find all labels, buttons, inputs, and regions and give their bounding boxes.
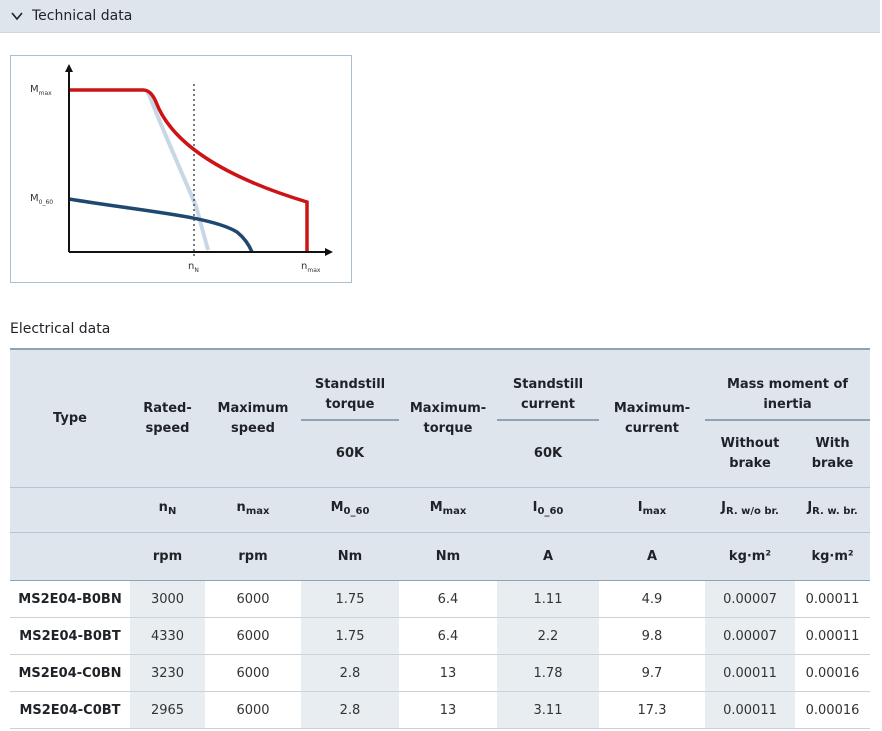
symbol-Jw: JR. w. br.	[795, 487, 871, 533]
value-cell: 13	[399, 654, 497, 692]
value-cell: 3230	[130, 654, 205, 692]
unit-cell: A	[497, 532, 599, 581]
value-cell: 1.75	[301, 580, 399, 618]
x-axis-arrow	[325, 248, 333, 256]
unit-cell: Nm	[301, 532, 399, 581]
value-cell: 0.00011	[795, 580, 871, 618]
x-label-max: nmax	[301, 261, 321, 274]
table-row: MS2E04-C0BT 2965 6000 2.8 13 3.11 17.3 0…	[10, 691, 871, 729]
unit-row: rpm rpm Nm Nm A A kg·m² kg·m²	[10, 532, 871, 581]
unit-cell: rpm	[205, 532, 301, 581]
value-cell: 4330	[130, 617, 205, 655]
header-rated-speed: Rated- speed	[130, 348, 205, 488]
accordion-title: Technical data	[32, 8, 133, 24]
value-cell: 1.75	[301, 617, 399, 655]
torque-speed-diagram: Mmax M0_60 nN nmax	[30, 64, 333, 274]
value-cell: 2.2	[497, 617, 599, 655]
symbol-nmax: nmax	[205, 487, 301, 533]
torque-speed-chart: Mmax M0_60 nN nmax	[10, 55, 352, 283]
header-max-current: Maximum- current	[599, 348, 705, 488]
symbol-empty	[10, 487, 130, 533]
electrical-data-table: Type Rated- speed Maximum speed Standsti…	[10, 348, 871, 729]
value-cell: 0.00011	[705, 691, 795, 729]
unit-cell: kg·m²	[705, 532, 795, 581]
x-label-rated: nN	[188, 261, 199, 274]
y-label-max: Mmax	[30, 84, 52, 97]
value-cell: 0.00007	[705, 617, 795, 655]
value-cell: 17.3	[599, 691, 705, 729]
value-cell: 6000	[205, 617, 301, 655]
voltage-limit-curve	[146, 91, 210, 251]
unit-cell: A	[599, 532, 705, 581]
symbol-row: nN nmax M0_60 Mmax I0_60 Imax JR. w/o br…	[10, 487, 871, 533]
unit-cell: rpm	[130, 532, 205, 581]
type-cell: MS2E04-C0BN	[10, 654, 130, 692]
unit-cell: Nm	[399, 532, 497, 581]
table-row: MS2E04-C0BN 3230 6000 2.8 13 1.78 9.7 0.…	[10, 654, 871, 692]
max-torque-curve	[69, 88, 309, 252]
header-max-torque: Maximum- torque	[399, 348, 497, 488]
y-axis-arrow	[65, 64, 73, 72]
header-without-brake: Without brake	[705, 420, 795, 488]
header-with-brake: With brake	[795, 420, 871, 488]
unit-empty	[10, 532, 130, 581]
value-cell: 2965	[130, 691, 205, 729]
electrical-data-title: Electrical data	[10, 321, 111, 337]
value-cell: 0.00016	[795, 691, 871, 729]
value-cell: 13	[399, 691, 497, 729]
value-cell: 6.4	[399, 617, 497, 655]
symbol-Imax: Imax	[599, 487, 705, 533]
symbol-Jwo: JR. w/o br.	[705, 487, 795, 533]
value-cell: 9.7	[599, 654, 705, 692]
value-cell: 3.11	[497, 691, 599, 729]
header-type: Type	[10, 348, 130, 488]
chevron-down-icon	[11, 12, 23, 21]
value-cell: 6000	[205, 654, 301, 692]
value-cell: 0.00011	[795, 617, 871, 655]
table-row: MS2E04-B0BT 4330 6000 1.75 6.4 2.2 9.8 0…	[10, 617, 871, 655]
symbol-I0: I0_60	[497, 487, 599, 533]
value-cell: 0.00007	[705, 580, 795, 618]
value-cell: 6000	[205, 691, 301, 729]
value-cell: 6000	[205, 580, 301, 618]
value-cell: 1.11	[497, 580, 599, 618]
value-cell: 9.8	[599, 617, 705, 655]
header-standstill-current: Standstill current	[497, 348, 599, 421]
value-cell: 0.00016	[795, 654, 871, 692]
type-cell: MS2E04-B0BT	[10, 617, 130, 655]
value-cell: 4.9	[599, 580, 705, 618]
symbol-nN: nN	[130, 487, 205, 533]
continuous-torque-curve	[68, 197, 254, 253]
value-cell: 2.8	[301, 654, 399, 692]
table-row: MS2E04-B0BN 3000 6000 1.75 6.4 1.11 4.9 …	[10, 580, 871, 618]
header-max-speed: Maximum speed	[205, 348, 301, 488]
header-standstill-torque: Standstill torque	[301, 348, 399, 421]
value-cell: 0.00011	[705, 654, 795, 692]
unit-cell: kg·m²	[795, 532, 871, 581]
value-cell: 1.78	[497, 654, 599, 692]
header-torque-60k: 60K	[301, 420, 399, 488]
type-cell: MS2E04-C0BT	[10, 691, 130, 729]
symbol-M0: M0_60	[301, 487, 399, 533]
value-cell: 6.4	[399, 580, 497, 618]
header-current-60k: 60K	[497, 420, 599, 488]
header-inertia: Mass moment of inertia	[705, 348, 871, 421]
type-cell: MS2E04-B0BN	[10, 580, 130, 618]
technical-data-accordion-header[interactable]: Technical data	[0, 0, 880, 33]
value-cell: 3000	[130, 580, 205, 618]
symbol-Mmax: Mmax	[399, 487, 497, 533]
value-cell: 2.8	[301, 691, 399, 729]
y-label-0-60: M0_60	[30, 193, 53, 206]
